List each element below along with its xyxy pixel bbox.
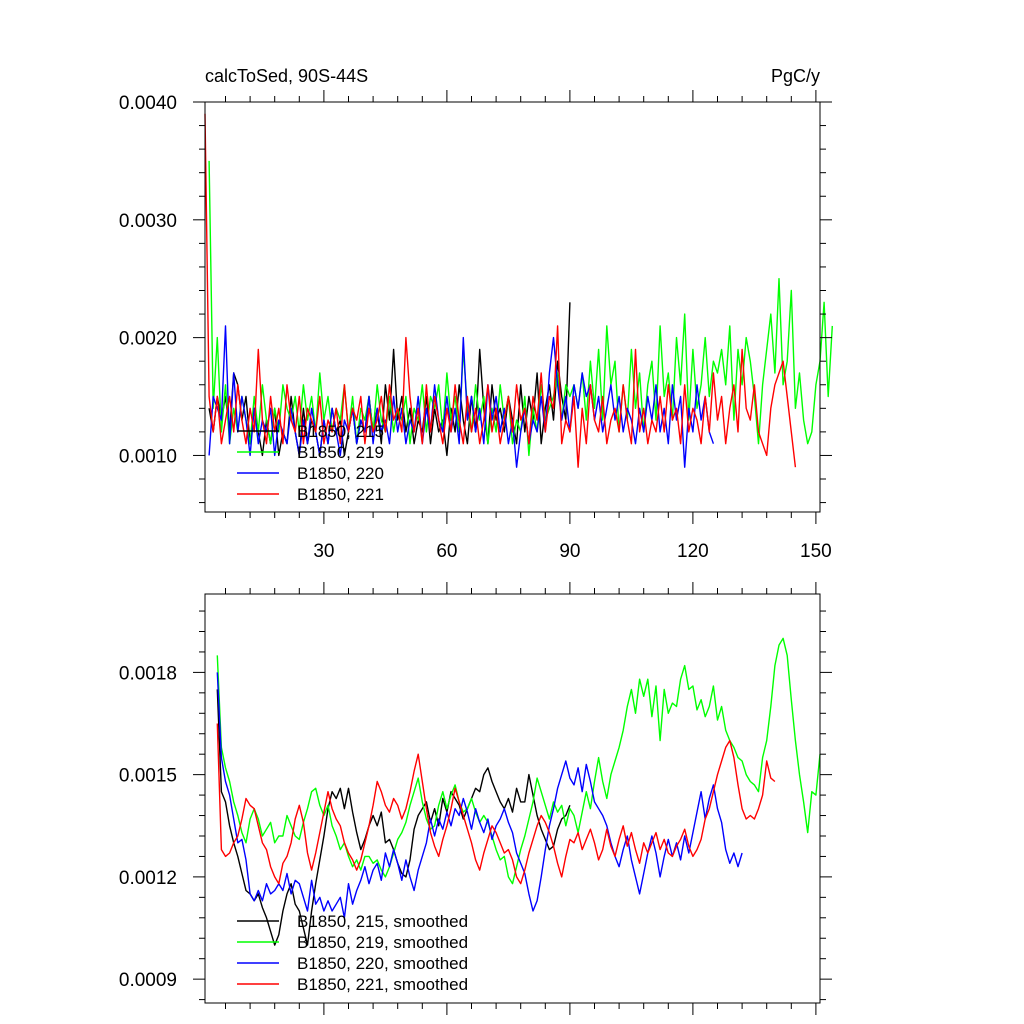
x-tick-label: 60 bbox=[436, 541, 457, 562]
top-panel-series bbox=[204, 113, 833, 468]
legend-label: B1850, 221, smoothed bbox=[297, 975, 468, 994]
series-line-1 bbox=[216, 689, 571, 946]
series-line-4 bbox=[216, 723, 776, 885]
y-tick-label: 0.0010 bbox=[119, 446, 177, 467]
top-panel-title: calcToSed, 90S-44S bbox=[205, 66, 368, 86]
x-tick-label: 150 bbox=[800, 541, 832, 562]
legend-label: B1850, 219 bbox=[297, 443, 384, 462]
y-tick-label: 0.0030 bbox=[119, 211, 177, 232]
bottom-panel: 0.0009 0.0012 0.0015 0.0018 B1850, 215, smo… bbox=[119, 582, 832, 1015]
series-line-3 bbox=[216, 672, 743, 919]
y-tick-label: 0.0020 bbox=[119, 329, 177, 350]
y-tick-label: 0.0018 bbox=[119, 663, 177, 684]
top-panel-units: PgC/y bbox=[771, 66, 820, 86]
bottom-panel-series bbox=[216, 637, 821, 946]
bottom-panel-axes: 0.0009 0.0012 0.0015 0.0018 bbox=[119, 582, 832, 1015]
bottom-panel-legend: B1850, 215, smoothed B1850, 219, smoothed… bbox=[237, 912, 468, 994]
legend-label: B1850, 215, smoothed bbox=[297, 912, 468, 931]
legend-label: B1850, 215 bbox=[297, 422, 384, 441]
legend-label: B1850, 219, smoothed bbox=[297, 933, 468, 952]
legend-label: B1850, 221 bbox=[297, 485, 384, 504]
x-tick-label: 30 bbox=[313, 541, 334, 562]
top-panel-axes: 30 60 90 120 150 0.0010 0.0020 0.0030 0.0040 bbox=[119, 90, 832, 562]
legend-label: B1850, 220, smoothed bbox=[297, 954, 468, 973]
y-tick-label: 0.0012 bbox=[119, 868, 177, 889]
x-tick-label: 90 bbox=[559, 541, 580, 562]
legend-label: B1850, 220 bbox=[297, 464, 384, 483]
series-line-4 bbox=[204, 113, 797, 468]
y-tick-label: 0.0015 bbox=[119, 766, 177, 787]
series-line-3 bbox=[208, 325, 715, 468]
x-tick-label: 120 bbox=[677, 541, 709, 562]
y-tick-label: 0.0040 bbox=[119, 93, 177, 114]
plot-frame bbox=[204, 101, 821, 513]
series-line-1 bbox=[208, 302, 571, 457]
y-tick-label: 0.0009 bbox=[119, 970, 177, 991]
top-panel: calcToSed, 90S-44S PgC/y 30 60 90 120 150 0.0… bbox=[119, 66, 833, 562]
series-line-2 bbox=[216, 637, 821, 885]
plot-frame bbox=[204, 593, 821, 1004]
top-panel-legend: B1850, 215 B1850, 219 B1850, 220 B1850, 221 bbox=[237, 422, 384, 504]
